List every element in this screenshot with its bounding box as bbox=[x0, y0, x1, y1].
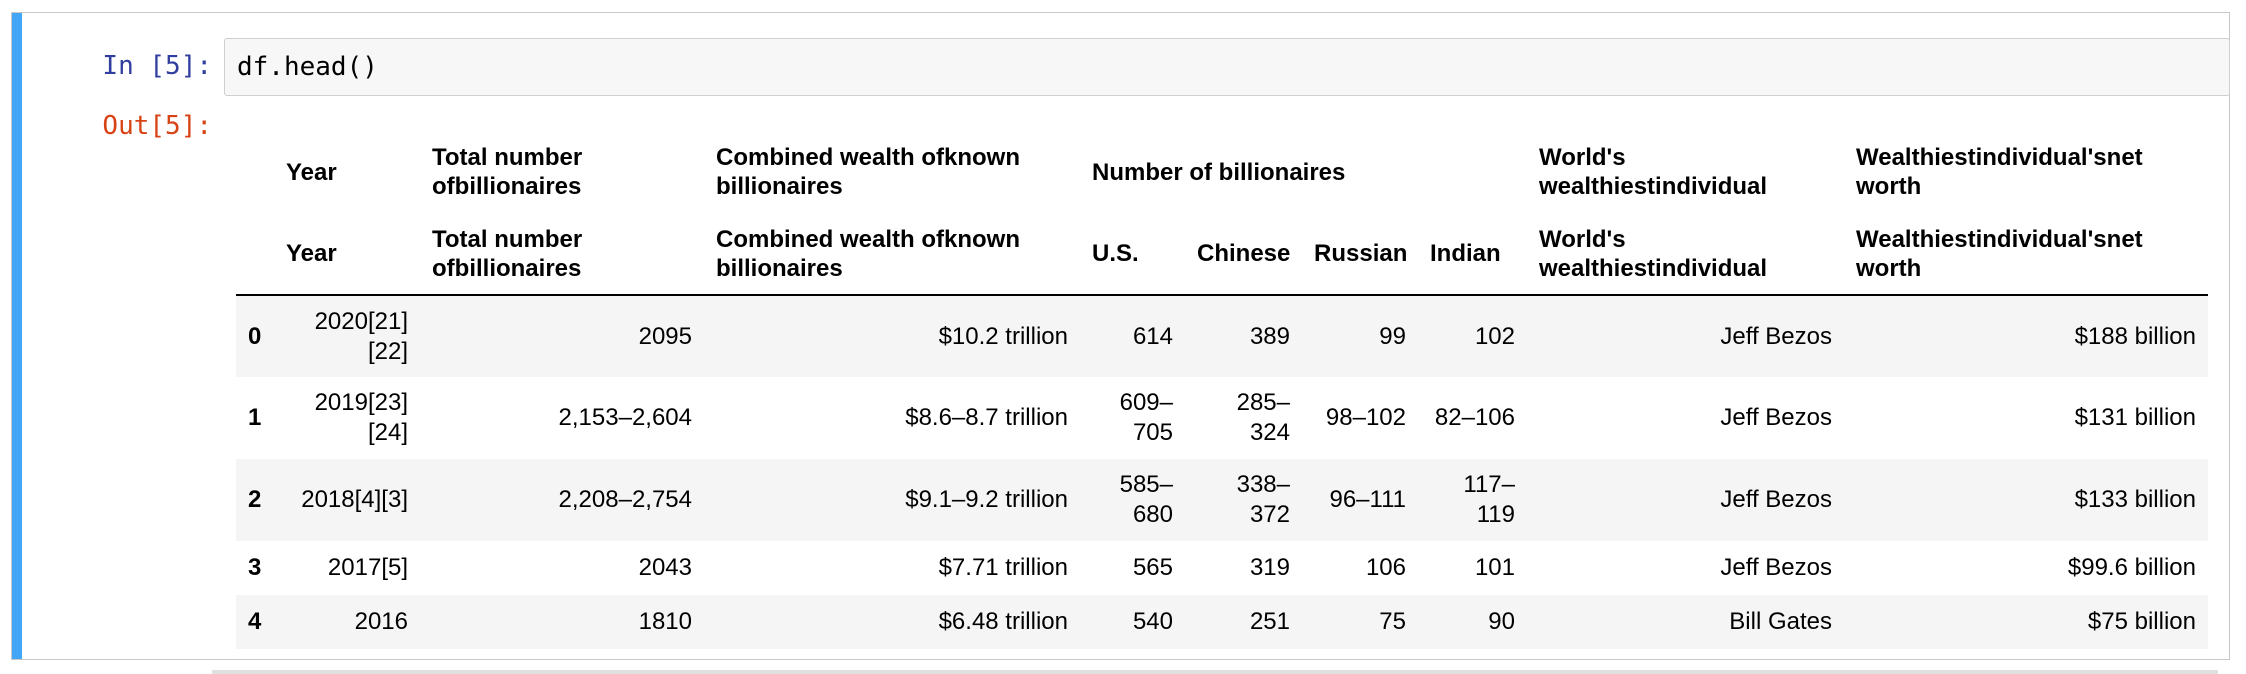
cell-total: 2,208–2,754 bbox=[558, 486, 692, 513]
cell-indian: 82–106 bbox=[1434, 404, 1515, 431]
dataframe-table: Year Total number ofbillionaires Combine… bbox=[236, 131, 2208, 649]
cell-russian: 98–102 bbox=[1325, 404, 1406, 431]
subheader-indian: Indian bbox=[1418, 213, 1527, 296]
header-networth: Wealthiestindividual'snet worth bbox=[1856, 144, 2143, 200]
header-number-group: Number of billionaires bbox=[1092, 158, 1346, 186]
cell-worlds: Jeff Bezos bbox=[1720, 404, 1832, 431]
table-row: 3 2017[5] 2043 $7.71 trillion 565 319 10… bbox=[236, 541, 2208, 595]
cell-indian: 117–119 bbox=[1463, 471, 1515, 528]
cell-indian: 102 bbox=[1474, 322, 1515, 350]
cell-chinese: 285–324 bbox=[1236, 389, 1290, 446]
notebook-cell[interactable]: In [5]: df.head() Out[5]: Year Tota bbox=[11, 12, 2230, 660]
table-row: 4 2016 1810 $6.48 trillion 540 251 75 90… bbox=[236, 595, 2208, 649]
cell-total: 2095 bbox=[638, 322, 692, 350]
table-row: 2 2018[4][3] 2,208–2,754 $9.1–9.2 trilli… bbox=[236, 459, 2208, 541]
row-index: 0 bbox=[248, 322, 262, 350]
subheader-us: U.S. bbox=[1080, 213, 1185, 296]
row-index: 4 bbox=[248, 608, 262, 635]
cell-combined: $8.6–8.7 trillion bbox=[905, 404, 1068, 431]
header-worlds: World's wealthiestindividual bbox=[1539, 144, 1768, 200]
header-year: Year bbox=[286, 158, 337, 186]
cell-us: 609–705 bbox=[1119, 389, 1173, 446]
cell-combined: $10.2 trillion bbox=[938, 322, 1068, 350]
cell-networth: $188 billion bbox=[2074, 322, 2196, 350]
cell-networth: $75 billion bbox=[2087, 608, 2196, 635]
cell-year: 2019[23][24] bbox=[314, 389, 408, 446]
cell-russian: 106 bbox=[1365, 554, 1406, 581]
table-header: Year Total number ofbillionaires Combine… bbox=[236, 131, 2208, 296]
header-total: Total number ofbillionaires bbox=[432, 144, 583, 200]
row-index: 1 bbox=[248, 404, 262, 431]
cell-combined: $7.71 trillion bbox=[938, 554, 1068, 581]
cell-total: 1810 bbox=[638, 608, 692, 635]
cell-total: 2043 bbox=[638, 554, 692, 581]
cell-us: 614 bbox=[1132, 322, 1173, 350]
cell-year: 2016 bbox=[354, 608, 408, 635]
output-prompt: Out[5]: bbox=[102, 111, 212, 141]
subheader-combined: Combined wealth ofknown billionaires bbox=[704, 213, 1080, 296]
cell-indian: 101 bbox=[1474, 554, 1515, 581]
cell-worlds: Jeff Bezos bbox=[1720, 486, 1832, 513]
output-area: Year Total number ofbillionaires Combine… bbox=[236, 131, 2208, 649]
subheader-russian: Russian bbox=[1302, 213, 1418, 296]
cell-russian: 99 bbox=[1379, 322, 1406, 350]
header-row-top: Year Total number ofbillionaires Combine… bbox=[236, 131, 2208, 213]
subheader-year: Year bbox=[274, 213, 420, 296]
subheader-chinese: Chinese bbox=[1185, 213, 1302, 296]
input-prompt: In [5]: bbox=[102, 51, 212, 81]
subheader-networth: Wealthiestindividual'snet worth bbox=[1844, 213, 2208, 296]
cell-chinese: 338–372 bbox=[1236, 471, 1290, 528]
cell-chinese: 319 bbox=[1249, 554, 1290, 581]
row-index: 2 bbox=[248, 486, 262, 513]
subheader-worlds: World's wealthiestindividual bbox=[1527, 213, 1844, 296]
cell-year: 2017[5] bbox=[327, 554, 408, 581]
cell-networth: $133 billion bbox=[2074, 486, 2196, 513]
cell-combined: $6.48 trillion bbox=[938, 608, 1068, 635]
header-combined: Combined wealth ofknown billionaires bbox=[716, 144, 1020, 200]
row-index: 3 bbox=[248, 554, 262, 581]
cell-indian: 90 bbox=[1488, 608, 1515, 635]
cell-combined: $9.1–9.2 trillion bbox=[905, 486, 1068, 513]
cell-networth: $131 billion bbox=[2074, 404, 2196, 431]
header-index bbox=[236, 131, 274, 213]
cell-worlds: Jeff Bezos bbox=[1720, 322, 1832, 350]
cell-us: 565 bbox=[1132, 554, 1173, 581]
cell-russian: 75 bbox=[1379, 608, 1406, 635]
cell-us: 585–680 bbox=[1119, 471, 1173, 528]
code-input-editor[interactable]: df.head() bbox=[224, 38, 2230, 96]
subheader-index bbox=[236, 213, 274, 296]
cell-total: 2,153–2,604 bbox=[558, 404, 692, 431]
cell-networth: $99.6 billion bbox=[2067, 554, 2196, 581]
cell-year: 2018[4][3] bbox=[301, 486, 408, 513]
cell-chinese: 389 bbox=[1249, 322, 1290, 350]
table-body: 0 2020[21][22] 2095 $10.2 trillion 614 3… bbox=[236, 295, 2208, 649]
cell-russian: 96–111 bbox=[1329, 486, 1406, 513]
subheader-total: Total number ofbillionaires bbox=[420, 213, 704, 296]
next-cell-edge bbox=[212, 670, 2218, 674]
cell-year: 2020[21][22] bbox=[314, 307, 408, 365]
header-row-sub: Year Total number ofbillionaires Combine… bbox=[236, 213, 2208, 296]
cell-selection-indicator bbox=[12, 13, 22, 659]
cell-chinese: 251 bbox=[1249, 608, 1290, 635]
cell-us: 540 bbox=[1132, 608, 1173, 635]
table-row: 0 2020[21][22] 2095 $10.2 trillion 614 3… bbox=[236, 295, 2208, 377]
table-row: 1 2019[23][24] 2,153–2,604 $8.6–8.7 tril… bbox=[236, 377, 2208, 459]
cell-worlds: Bill Gates bbox=[1729, 608, 1832, 635]
cell-worlds: Jeff Bezos bbox=[1720, 554, 1832, 581]
